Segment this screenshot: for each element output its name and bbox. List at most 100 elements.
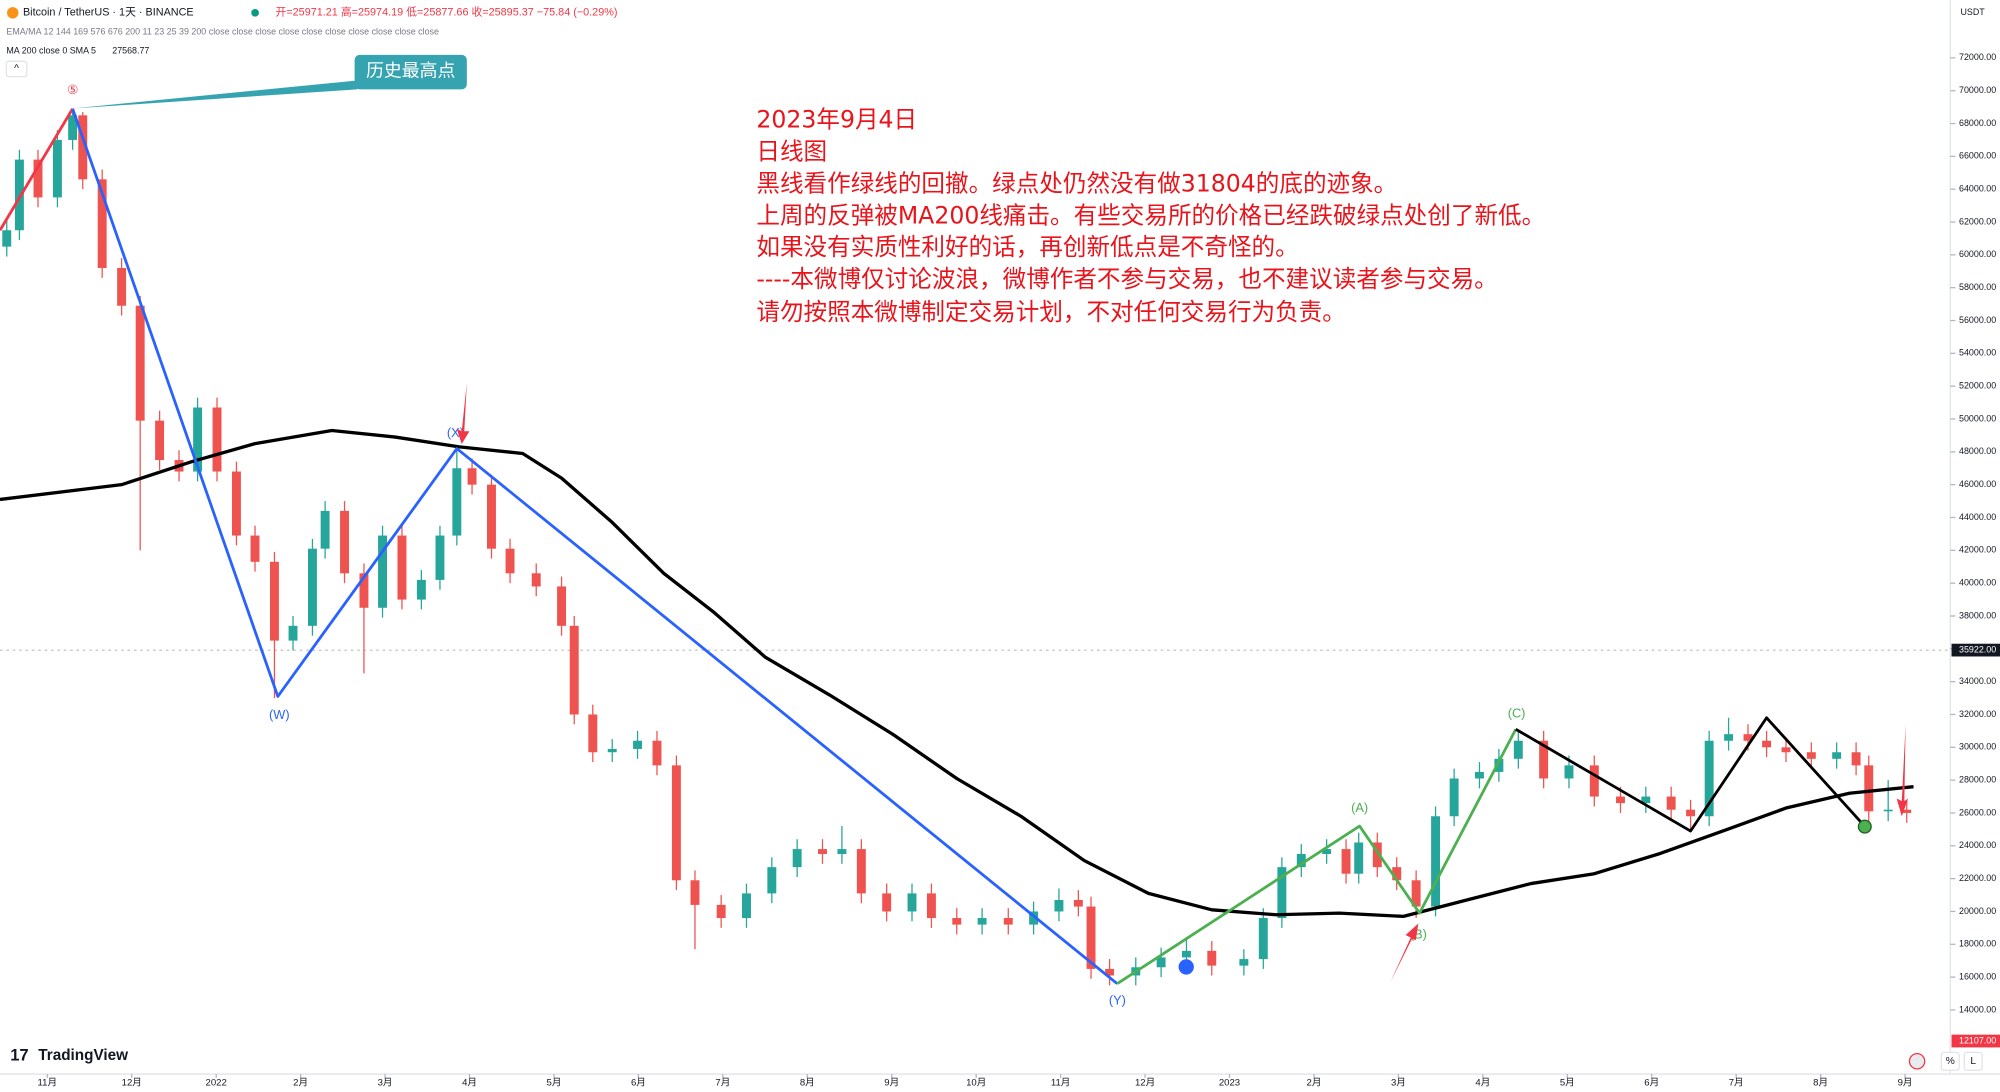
y-tick-label: 14000.00 [1959, 1004, 1996, 1014]
candle-body [1181, 950, 1191, 958]
candle-body [818, 849, 827, 855]
y-tick-label: 46000.00 [1959, 479, 1996, 489]
ma-line [0, 428, 1914, 919]
y-tick-label: 60000.00 [1959, 249, 1996, 259]
candle-body [1277, 867, 1287, 919]
candle-body [1156, 957, 1166, 968]
x-tick-label: 2月 [293, 1078, 308, 1089]
plot-area [0, 108, 1949, 986]
candle-body [359, 573, 369, 608]
x-tick-label: 12月 [1135, 1078, 1155, 1089]
candle-body [1003, 918, 1013, 925]
candle-body [193, 407, 203, 472]
wave-label: (A) [1351, 800, 1368, 815]
y-tick-label: 72000.00 [1959, 52, 1996, 62]
candle-body [607, 748, 617, 753]
candle-body [1883, 809, 1893, 812]
x-tick-label: 12月 [122, 1078, 142, 1089]
y-tick-label: 34000.00 [1959, 676, 1996, 686]
candle-body [1431, 816, 1441, 907]
candle-body [1341, 849, 1351, 874]
y-tick-label: 68000.00 [1959, 118, 1996, 128]
x-tick-label: 4月 [462, 1078, 477, 1089]
candle-body [690, 880, 700, 905]
candle-body [1054, 899, 1064, 912]
ohlc-text: 开=25971.21 高=25974.19 低=25877.66 收=25895… [276, 5, 618, 19]
green-point [1857, 819, 1872, 834]
candle-body [1086, 906, 1096, 969]
x-tick-label: 2022 [206, 1078, 227, 1089]
candle-body [416, 579, 426, 600]
candle-body [907, 893, 917, 912]
candle-body [1686, 809, 1696, 817]
candle-body [1105, 968, 1115, 976]
ath-callout [354, 54, 467, 90]
candle-body [155, 420, 165, 461]
x-tick-label: 3月 [378, 1078, 393, 1089]
candle-body [1641, 796, 1651, 804]
candle-body [652, 740, 662, 766]
x-tick-label: 6月 [631, 1078, 646, 1089]
wave-line [0, 108, 74, 231]
logo-text: TradingView [38, 1047, 128, 1064]
candle-body [452, 468, 462, 536]
red-arrow [456, 382, 470, 444]
flag-icon [1908, 1053, 1926, 1070]
candle-body [307, 548, 317, 626]
candle-body [742, 893, 751, 919]
x-tick-label: 6月 [1644, 1078, 1659, 1089]
annotation-line: 黑线看作绿线的回撤。绿点处仍然没有做31804的底的迹象。 [756, 169, 1397, 197]
candle-body [378, 535, 387, 608]
x-tick-label: 2月 [1307, 1078, 1322, 1089]
annotation-line: 如果没有实质性利好的话，再创新低点是不奇怪的。 [756, 233, 1298, 261]
ma-value: 27568.77 [112, 45, 149, 55]
y-tick-label: 24000.00 [1959, 840, 1996, 850]
candle-body [569, 625, 579, 715]
log-button-label: L [1970, 1056, 1976, 1067]
candle-body [882, 893, 892, 912]
x-tick-label: 4月 [1475, 1078, 1490, 1089]
y-tick-label: 56000.00 [1959, 315, 1996, 325]
x-tick-label: 8月 [1813, 1078, 1828, 1089]
y-tick-label: 52000.00 [1959, 381, 1996, 391]
x-tick-label: 11月 [38, 1078, 57, 1089]
candle-body [135, 305, 145, 421]
currency-label: USDT [1960, 7, 1985, 17]
blue-point [1178, 959, 1194, 975]
candle-body [505, 548, 515, 574]
log-button[interactable] [1963, 1051, 1983, 1071]
candle-body [1296, 854, 1306, 868]
candle-body [1494, 758, 1504, 772]
y-tick-label: 42000.00 [1959, 545, 1996, 555]
price-tag-label: 35922.00 [1959, 644, 1996, 654]
candle-body [14, 159, 24, 231]
x-tick-label: 5月 [547, 1078, 562, 1089]
candle-body [1392, 867, 1402, 881]
y-tick-label: 32000.00 [1959, 709, 1996, 719]
x-tick-label: 2023 [1219, 1078, 1240, 1089]
candle-body [588, 714, 598, 753]
ath-label: 历史最高点 [366, 61, 455, 82]
candle-body [1851, 752, 1861, 766]
wave-line [71, 108, 1119, 985]
candle-body [1258, 918, 1268, 960]
candle-body [1616, 796, 1625, 804]
candle-body [78, 115, 88, 180]
candle-body [1864, 765, 1874, 812]
x-tick-label: 10月 [966, 1078, 986, 1089]
y-tick-label: 58000.00 [1959, 282, 1996, 292]
percent-button[interactable] [1940, 1051, 1960, 1071]
y-tick-label: 16000.00 [1959, 971, 1996, 981]
symbol-title: Bitcoin / TetherUS · 1天 · BINANCE [23, 7, 194, 19]
y-tick-label: 18000.00 [1959, 939, 1996, 949]
candle-body [1029, 911, 1039, 925]
candle-body [1322, 849, 1332, 855]
candle-body [1666, 796, 1676, 810]
collapse-button[interactable] [5, 60, 28, 78]
candle-body [926, 893, 936, 919]
candle-body [467, 468, 477, 485]
indicator-text: EMA/MA 12 144 169 576 676 200 11 23 25 3… [6, 26, 439, 36]
candle-body [1239, 959, 1249, 966]
candle-body [1539, 740, 1549, 779]
